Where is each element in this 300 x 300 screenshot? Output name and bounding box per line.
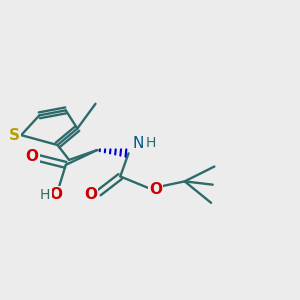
Text: S: S (8, 128, 20, 143)
Text: O: O (26, 149, 39, 164)
Text: H: H (146, 136, 156, 150)
Text: O: O (84, 187, 97, 202)
Text: O: O (50, 187, 62, 202)
Text: N: N (132, 136, 143, 151)
Text: O: O (149, 182, 162, 197)
Text: H: H (40, 188, 50, 202)
